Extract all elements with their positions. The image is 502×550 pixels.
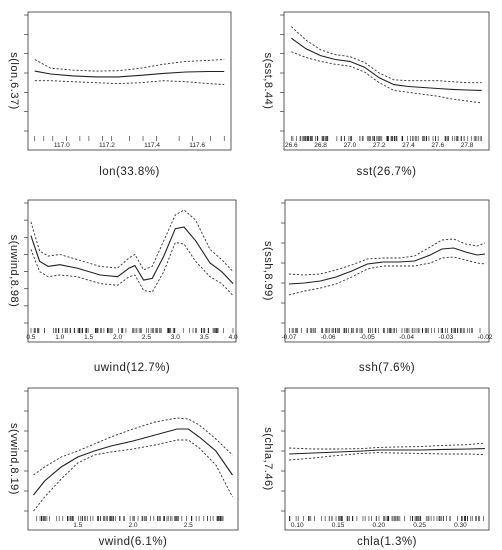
x-tick-label: -0.02	[478, 334, 493, 341]
lower-ci-line	[33, 439, 233, 512]
x-tick-label: 2.0	[113, 334, 122, 341]
chart-panel: 1.5 2.0 2.5 vwind(6.1%) s(vwind,8.19)	[8, 387, 239, 548]
x-tick-label: 4.0	[229, 334, 238, 341]
x-tick-label: 117.2	[99, 142, 115, 149]
x-axis-label: ssh(7.6%)	[359, 362, 415, 374]
smooth-fit-line	[288, 247, 486, 285]
x-axis-label: uwind(12.7%)	[94, 362, 170, 374]
x-tick-label: -0.03	[438, 334, 453, 341]
upper-ci-line	[33, 417, 233, 476]
smooth-fit-line	[33, 428, 233, 496]
upper-ci-line	[288, 238, 486, 276]
lower-ci-line	[34, 80, 225, 86]
chart-panel: 0.5 1.0 1.5 2.0 2.5 3.0 3.5 4.0 uwind(12.7%) s(uw…	[8, 199, 238, 374]
plot-frame	[27, 387, 239, 531]
x-tick-label: 0.10	[291, 522, 304, 529]
x-tick-label: 26.6	[285, 142, 298, 149]
smooth-fit-line	[289, 448, 485, 455]
x-tick-label: 26.8	[314, 142, 327, 149]
smooth-fit-line	[290, 37, 482, 91]
x-tick-label: 117.4	[144, 142, 160, 149]
y-axis-label: s(uwind,8.98)	[8, 235, 20, 308]
y-axis-label: s(chla,7.46)	[262, 427, 274, 490]
x-tick-label: 2.0	[128, 522, 137, 529]
x-tick-label: 27.4	[402, 142, 415, 149]
x-tick-label: 27.0	[344, 142, 357, 149]
chart-panel: 0.10 0.15 0.20 0.25 0.30 chla(1.3%) s(chla,7.4…	[262, 387, 490, 548]
x-tick-label: 117.6	[189, 142, 205, 149]
x-tick-label: 1.5	[73, 522, 82, 529]
x-tick-label: 0.30	[454, 522, 467, 529]
x-tick-label: 27.2	[373, 142, 386, 149]
x-tick-label: 0.20	[373, 522, 386, 529]
x-tick-label: -0.04	[399, 334, 414, 341]
x-tick-label: 0.15	[332, 522, 345, 529]
x-tick-label: -0.05	[360, 334, 375, 341]
x-tick-label: 2.5	[142, 334, 151, 341]
x-tick-label: 27.6	[431, 142, 444, 149]
x-tick-label: 2.5	[184, 522, 193, 529]
x-tick-label: 1.0	[55, 334, 64, 341]
upper-ci-line	[34, 59, 225, 72]
upper-ci-line	[289, 442, 485, 450]
y-axis-label: s(ssh,8.99)	[262, 241, 274, 301]
upper-ci-line	[30, 209, 234, 272]
plot-frame	[284, 387, 490, 531]
x-tick-label: 3.5	[200, 334, 209, 341]
plot-frame	[283, 11, 490, 151]
lower-ci-line	[30, 241, 234, 296]
plot-frame	[27, 199, 237, 343]
lower-ci-line	[291, 51, 482, 104]
chart-panel: -0.07 -0.06 -0.05 -0.04 -0.03 -0.02 ssh(7.6%) s…	[262, 199, 493, 374]
y-axis-label: s(lon,6.37)	[8, 52, 20, 109]
chart-panel: 117.0 117.2 117.4 117.6 lon(33.8%) s(lon,6.37…	[8, 11, 232, 178]
chart-panel: 26.6 26.8 27.0 27.2 27.4 27.6 27.8 sst(26.7%) s(…	[262, 11, 490, 178]
plot-frame	[284, 199, 490, 343]
lower-ci-line	[288, 256, 486, 296]
smooth-fit-line	[30, 226, 234, 284]
x-tick-label: 27.8	[461, 142, 474, 149]
x-tick-label: 3.0	[171, 334, 180, 341]
x-tick-label: -0.07	[282, 334, 297, 341]
x-tick-label: 0.5	[26, 334, 35, 341]
smooth-fit-line	[34, 70, 225, 78]
lower-ci-line	[289, 452, 485, 461]
upper-ci-line	[290, 26, 482, 84]
x-tick-label: 117.0	[54, 142, 70, 149]
y-axis-label: s(sst,8.44)	[262, 53, 274, 110]
y-axis-label: s(vwind,8.19)	[8, 423, 20, 495]
x-axis-label: vwind(6.1%)	[99, 536, 168, 548]
x-axis-label: lon(33.8%)	[99, 166, 160, 178]
x-axis-label: chla(1.3%)	[357, 536, 417, 548]
x-tick-label: 0.25	[413, 522, 426, 529]
x-tick-label: -0.06	[321, 334, 336, 341]
x-tick-label: 1.5	[84, 334, 93, 341]
x-axis-label: sst(26.7%)	[357, 166, 417, 178]
plot-frame	[27, 11, 232, 151]
